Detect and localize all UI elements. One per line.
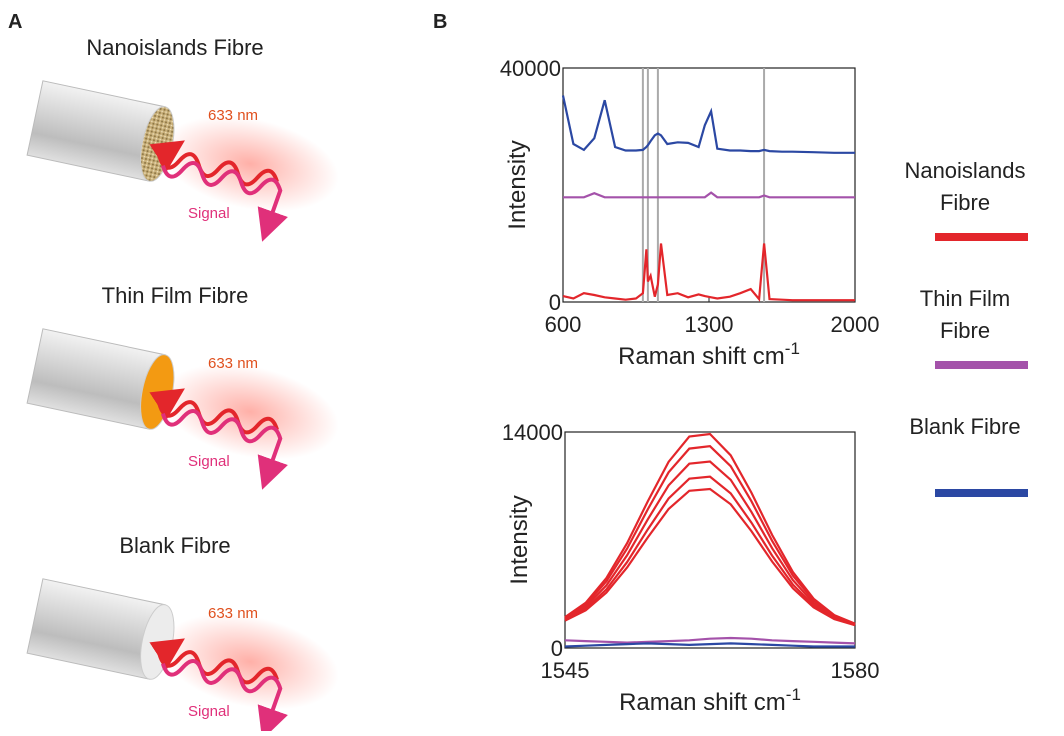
laser-label: 633 nm bbox=[208, 355, 258, 372]
legend-label: Blank Fibre bbox=[909, 414, 1021, 439]
fibre-title: Nanoislands Fibre bbox=[86, 35, 263, 60]
legend-entry: Blank Fibre bbox=[909, 414, 1021, 439]
fibre-title: Thin Film Fibre bbox=[102, 283, 249, 308]
signal-label: Signal bbox=[188, 205, 230, 222]
series-line bbox=[564, 475, 856, 626]
series-line bbox=[562, 243, 855, 302]
x-tick-label: 1545 bbox=[541, 658, 590, 683]
fibre bbox=[26, 80, 339, 242]
series-line bbox=[564, 445, 856, 625]
y-axis-label: Intensity bbox=[504, 140, 531, 229]
x-axis-label-superscript: -1 bbox=[785, 339, 800, 358]
legend: Nanoislands Fibre Thin Film Fibre Blank Fi… bbox=[904, 158, 1028, 497]
fibre-diagrams: Nanoislands Fibre 633 nm Signal Thin Film F… bbox=[26, 35, 339, 736]
series-line bbox=[561, 95, 855, 154]
laser-label: 633 nm bbox=[208, 605, 258, 622]
x-tick-label: 1300 bbox=[685, 312, 734, 337]
y-axis-label: Intensity bbox=[506, 495, 533, 584]
y-tick-label: 0 bbox=[549, 290, 561, 315]
fibre bbox=[26, 578, 339, 736]
x-axis-label-superscript: -1 bbox=[786, 685, 801, 704]
laser-wave bbox=[149, 140, 279, 187]
glow bbox=[161, 613, 339, 710]
panel-label: A bbox=[8, 11, 22, 33]
plot-frame bbox=[562, 67, 856, 303]
signal-label: Signal bbox=[188, 703, 230, 720]
legend-entry: Thin Film Fibre bbox=[919, 286, 1011, 343]
panel-label: B bbox=[433, 11, 447, 33]
fibre-title: Blank Fibre bbox=[119, 533, 230, 558]
series-line bbox=[564, 642, 855, 648]
x-tick-label: 2000 bbox=[831, 312, 880, 337]
y-tick-label: 0 bbox=[551, 636, 563, 661]
signal-label: Signal bbox=[188, 453, 230, 470]
legend-label: Thin Film Fibre bbox=[919, 286, 1011, 343]
fibre bbox=[26, 328, 339, 490]
x-axis-label-text: Raman shift cm bbox=[618, 343, 785, 370]
x-axis-label-text: Raman shift cm bbox=[619, 689, 786, 716]
series-line bbox=[563, 191, 855, 199]
laser-wave bbox=[149, 638, 279, 685]
x-tick-label: 1580 bbox=[831, 658, 880, 683]
series-line bbox=[564, 460, 856, 626]
legend-label: Nanoislands Fibre bbox=[904, 158, 1026, 215]
x-tick-label: 600 bbox=[545, 312, 582, 337]
series-line bbox=[564, 636, 856, 645]
laser-label: 633 nm bbox=[208, 107, 258, 124]
y-tick-label: 14000 bbox=[502, 420, 563, 445]
plot-frame bbox=[564, 431, 856, 649]
signal-wave bbox=[160, 161, 288, 242]
x-axis-label: Raman shift cm-1 bbox=[618, 339, 800, 370]
glow bbox=[161, 363, 339, 460]
series-line bbox=[564, 487, 856, 627]
signal-wave bbox=[160, 659, 288, 736]
legend-entry: Nanoislands Fibre bbox=[904, 158, 1026, 215]
x-axis-label: Raman shift cm-1 bbox=[619, 685, 801, 716]
series-line bbox=[564, 432, 856, 625]
laser-wave bbox=[149, 388, 279, 435]
y-tick-label: 40000 bbox=[500, 56, 561, 81]
signal-wave bbox=[160, 409, 288, 490]
glow bbox=[161, 115, 339, 212]
